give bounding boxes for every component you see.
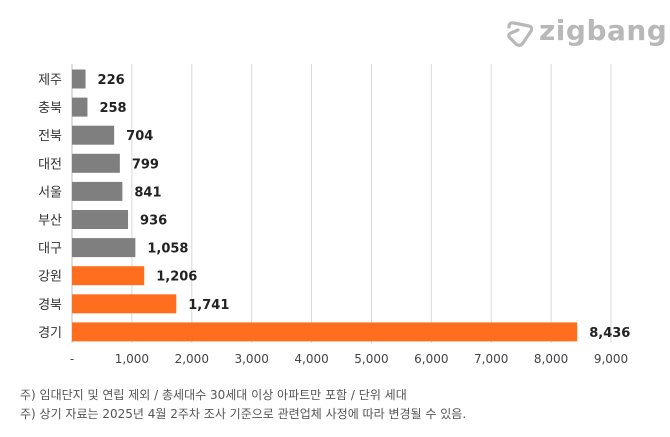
value-label: 226 [98, 73, 125, 88]
category-label: 제주 [38, 73, 62, 88]
value-label: 841 [134, 185, 161, 200]
bar [72, 294, 177, 314]
category-label: 대구 [38, 242, 62, 257]
bar [72, 125, 115, 145]
gridlines [71, 64, 612, 343]
value-label: 1,206 [156, 270, 197, 285]
x-tick-label: - [70, 352, 74, 366]
category-label: 경북 [38, 298, 62, 313]
x-tick-label: 2,000 [175, 352, 209, 366]
x-tick-label: 7,000 [474, 352, 508, 366]
value-label: 704 [126, 129, 153, 144]
x-tick-labels: - 1,000 2,000 3,000 4,000 5,000 6,000 7,000 8,00… [70, 352, 628, 366]
category-label: 대전 [38, 157, 62, 172]
bar [72, 238, 136, 258]
logo-text: zigbang [539, 14, 668, 47]
value-label: 258 [99, 101, 126, 116]
x-tick-label: 3,000 [234, 352, 268, 366]
bars [72, 69, 578, 342]
category-label: 충북 [38, 101, 62, 116]
value-label: 1,058 [147, 242, 188, 257]
footnote: 주) 임대단지 및 연립 제외 / 총세대수 30세대 이상 아파트만 포함 /… [20, 388, 407, 402]
bar [72, 69, 86, 89]
x-tick-label: 6,000 [414, 352, 448, 366]
bar [72, 181, 123, 201]
category-label: 경기 [38, 326, 62, 341]
x-tick-label: 8,000 [534, 352, 568, 366]
x-tick-label: 5,000 [354, 352, 388, 366]
category-label: 부산 [38, 214, 62, 229]
value-label: 8,436 [589, 326, 630, 341]
zigbang-logo-icon [507, 21, 534, 47]
bar [72, 153, 120, 173]
bar [72, 322, 578, 342]
category-label: 서울 [38, 185, 62, 200]
footnote: 주) 상기 자료는 2025년 4월 2주차 조사 기준으로 관련업체 사정에 … [20, 407, 467, 421]
bar [72, 97, 88, 117]
category-label: 강원 [38, 270, 62, 285]
x-tick-label: 1,000 [115, 352, 149, 366]
bar [72, 266, 145, 286]
zigbang-logo: zigbang [503, 14, 667, 50]
footnotes: 주) 임대단지 및 연립 제외 / 총세대수 30세대 이상 아파트만 포함 /… [20, 386, 466, 424]
value-label: 936 [140, 214, 167, 229]
x-tick-label: 9,000 [594, 352, 628, 366]
value-label: 799 [132, 157, 159, 172]
x-tick-label: 4,000 [294, 352, 328, 366]
category-label: 전북 [38, 129, 62, 144]
value-label: 1,741 [188, 298, 229, 313]
bar [72, 210, 129, 229]
